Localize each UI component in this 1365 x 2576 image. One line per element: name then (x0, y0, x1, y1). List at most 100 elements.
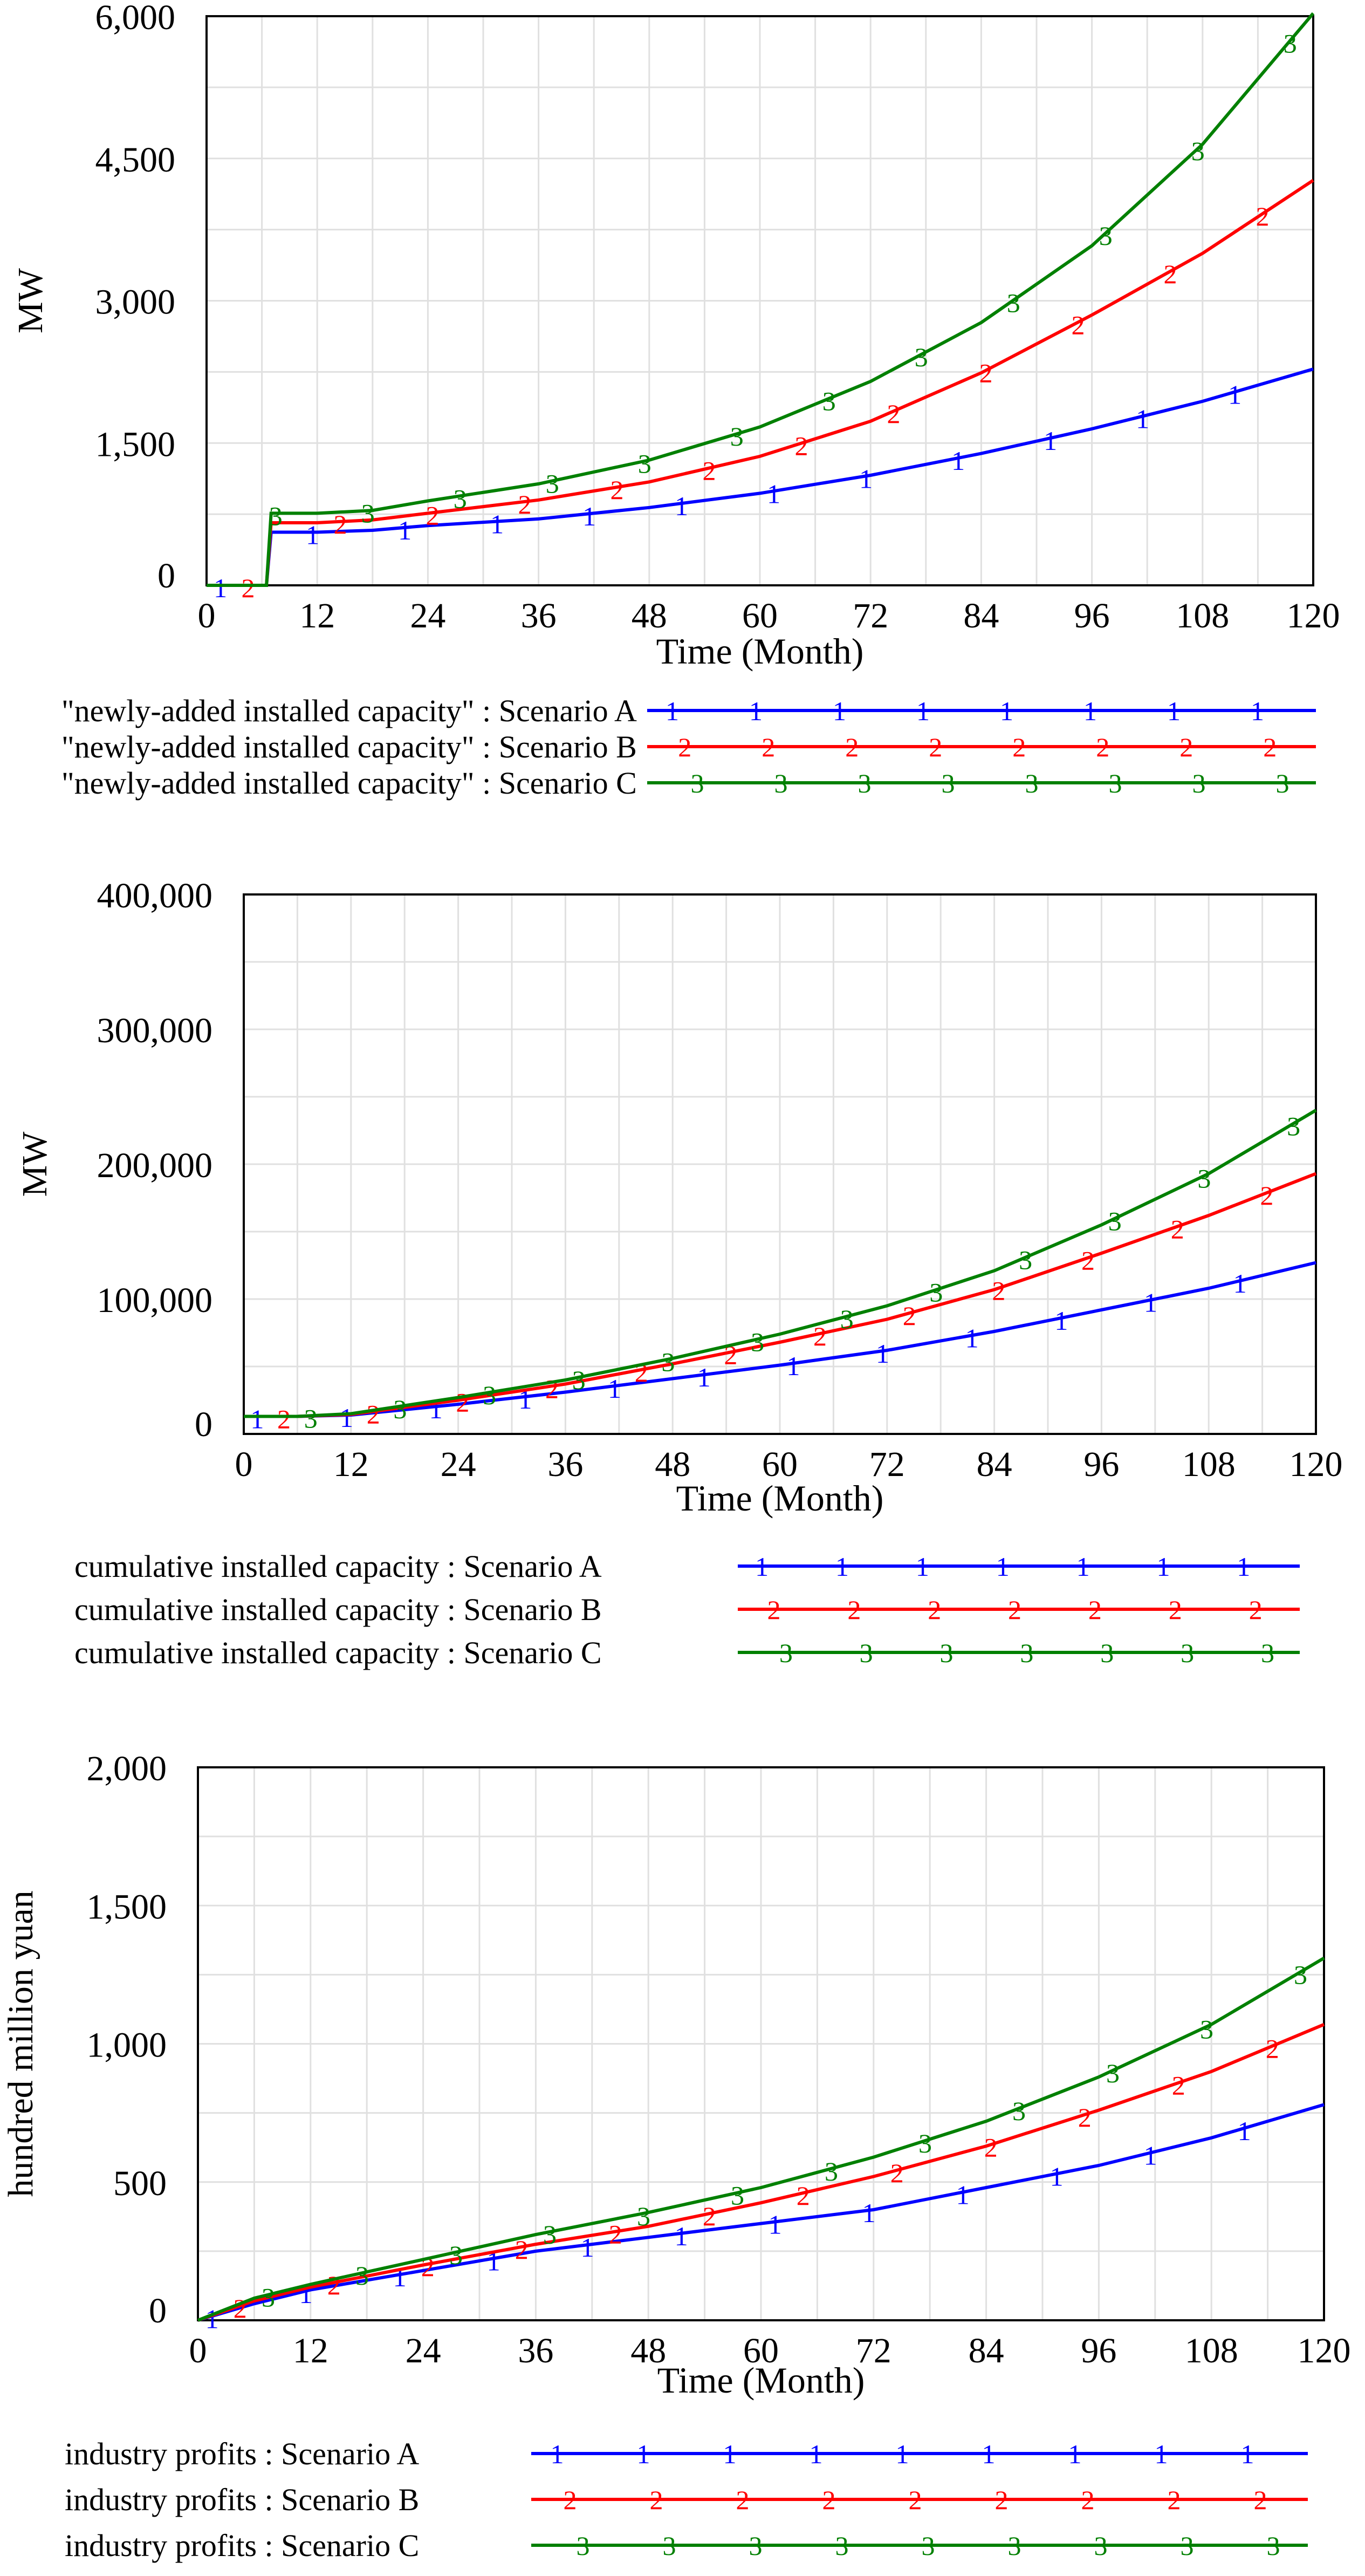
series-marker-1: 1 (675, 2221, 688, 2251)
legend-marker-1: 1 (637, 2439, 650, 2469)
legend-marker-1: 1 (1068, 2439, 1082, 2469)
series-marker-1: 1 (1144, 2141, 1157, 2171)
legend-marker-3: 3 (1192, 768, 1206, 798)
series-marker-3: 3 (637, 2201, 650, 2231)
legend-label: "newly-added installed capacity" : Scena… (61, 766, 637, 801)
legend-marker-2: 2 (928, 1595, 941, 1625)
x-tick-label: 120 (1298, 2331, 1351, 2370)
legend-marker-1: 1 (755, 1552, 769, 1582)
legend-marker-3: 3 (940, 1638, 954, 1668)
series-marker-3: 3 (1191, 136, 1205, 166)
legend-marker-1: 1 (982, 2439, 996, 2469)
y-tick-label: 100,000 (97, 1281, 213, 1320)
legend-marker-1: 1 (666, 696, 679, 726)
legend-marker-1: 1 (833, 696, 846, 726)
x-tick-label: 12 (299, 596, 335, 636)
legend-marker-3: 3 (1267, 2531, 1280, 2561)
legend-marker-2: 2 (909, 2485, 922, 2515)
series-marker-2: 2 (456, 1387, 469, 1417)
series-marker-2: 2 (903, 1301, 916, 1331)
series-marker-2: 2 (545, 1374, 559, 1404)
series-marker-2: 2 (703, 2201, 716, 2231)
legend-marker-3: 3 (1094, 2531, 1108, 2561)
series-marker-3: 3 (572, 1365, 586, 1395)
series-marker-2: 2 (610, 475, 623, 505)
legend-marker-2: 2 (736, 2485, 750, 2515)
x-tick-label: 12 (293, 2331, 328, 2370)
series-marker-2: 2 (797, 2181, 810, 2211)
series-marker-3: 3 (1284, 28, 1297, 58)
series-marker-1: 1 (697, 1362, 711, 1392)
y-tick-label: 2,000 (87, 1749, 167, 1788)
legend-marker-2: 2 (1263, 732, 1277, 762)
legend-label: industry profits : Scenario A (65, 2436, 419, 2471)
series-marker-3: 3 (731, 2181, 744, 2211)
series-marker-2: 2 (890, 2158, 904, 2188)
legend-marker-3: 3 (774, 768, 788, 798)
legend-marker-2: 2 (564, 2485, 577, 2515)
series-marker-1: 1 (1238, 2116, 1251, 2146)
series-marker-2: 2 (984, 2132, 998, 2162)
legend-marker-2: 2 (762, 732, 775, 762)
legend-marker-3: 3 (663, 2531, 676, 2561)
legend-marker-2: 2 (767, 1595, 780, 1625)
series-marker-1: 1 (1050, 2161, 1064, 2191)
series-marker-3: 3 (1287, 1111, 1300, 1141)
legend-label: cumulative installed capacity : Scenario… (74, 1549, 602, 1584)
x-tick-label: 108 (1185, 2331, 1238, 2370)
x-tick-label: 36 (547, 1445, 583, 1484)
x-tick-label: 72 (869, 1445, 905, 1484)
series-marker-3: 3 (751, 1327, 764, 1357)
series-marker-2: 2 (234, 2293, 247, 2324)
legend-marker-3: 3 (577, 2531, 590, 2561)
series-marker-1: 1 (951, 446, 965, 476)
series-marker-2: 2 (635, 1357, 648, 1388)
legend-marker-1: 1 (749, 696, 763, 726)
x-tick-label: 48 (630, 2331, 666, 2370)
series-marker-2: 2 (241, 573, 255, 603)
series-marker-2: 2 (1081, 1245, 1095, 1275)
series-marker-1: 1 (1144, 1288, 1157, 1318)
x-tick-label: 24 (406, 2331, 441, 2370)
series-marker-3: 3 (915, 342, 928, 372)
legend-label: cumulative installed capacity : Scenario… (74, 1592, 602, 1627)
series-marker-2: 2 (1171, 1214, 1184, 1244)
series-marker-1: 1 (859, 463, 873, 494)
x-tick-label: 48 (655, 1445, 690, 1484)
series-line-3 (207, 12, 1315, 587)
series-marker-1: 1 (1233, 1268, 1247, 1299)
x-tick-label: 48 (632, 596, 667, 636)
legend-marker-3: 3 (1181, 2531, 1194, 2561)
series-marker-2: 2 (1163, 259, 1177, 289)
series-marker-2: 2 (1260, 1180, 1273, 1211)
series-marker-3: 3 (1012, 2096, 1026, 2126)
y-axis-title: MW (15, 1131, 54, 1197)
series-marker-1: 1 (1044, 426, 1057, 456)
series-marker-2: 2 (1078, 2102, 1092, 2133)
legend-marker-1: 1 (810, 2439, 823, 2469)
chart-1: 0 12 24 36 48 60 72 84 96 108 12001,5003,0004,5006… (11, 0, 1340, 801)
y-tick-label: 0 (157, 556, 175, 596)
series-marker-3: 3 (1019, 1245, 1032, 1275)
series-marker-3: 3 (1294, 1959, 1307, 1990)
y-axis-title: MW (11, 268, 50, 333)
legend-marker-2: 2 (1254, 2485, 1267, 2515)
y-tick-label: 1,000 (87, 2026, 167, 2065)
series-marker-1: 1 (398, 515, 411, 545)
legend-marker-3: 3 (1100, 1638, 1114, 1668)
series-marker-2: 2 (333, 509, 347, 539)
plot-frame (197, 1766, 1325, 2321)
y-tick-label: 400,000 (97, 876, 213, 915)
legend-label: "newly-added installed capacity" : Scena… (61, 693, 637, 728)
series-marker-3: 3 (1007, 288, 1020, 318)
y-tick-label: 3,000 (95, 283, 176, 322)
legend-marker-1: 1 (1156, 1552, 1170, 1582)
series-marker-3: 3 (262, 2283, 275, 2313)
chart-2: 0 12 24 36 48 60 72 84 96 108 1200100,000200,00030… (15, 876, 1343, 1670)
x-tick-label: 24 (410, 596, 445, 636)
x-tick-label: 120 (1289, 1445, 1343, 1484)
series-line-3 (244, 1109, 1317, 1418)
series-marker-3: 3 (304, 1403, 318, 1433)
series-marker-1: 1 (1136, 404, 1149, 434)
series-marker-2: 2 (277, 1404, 291, 1434)
